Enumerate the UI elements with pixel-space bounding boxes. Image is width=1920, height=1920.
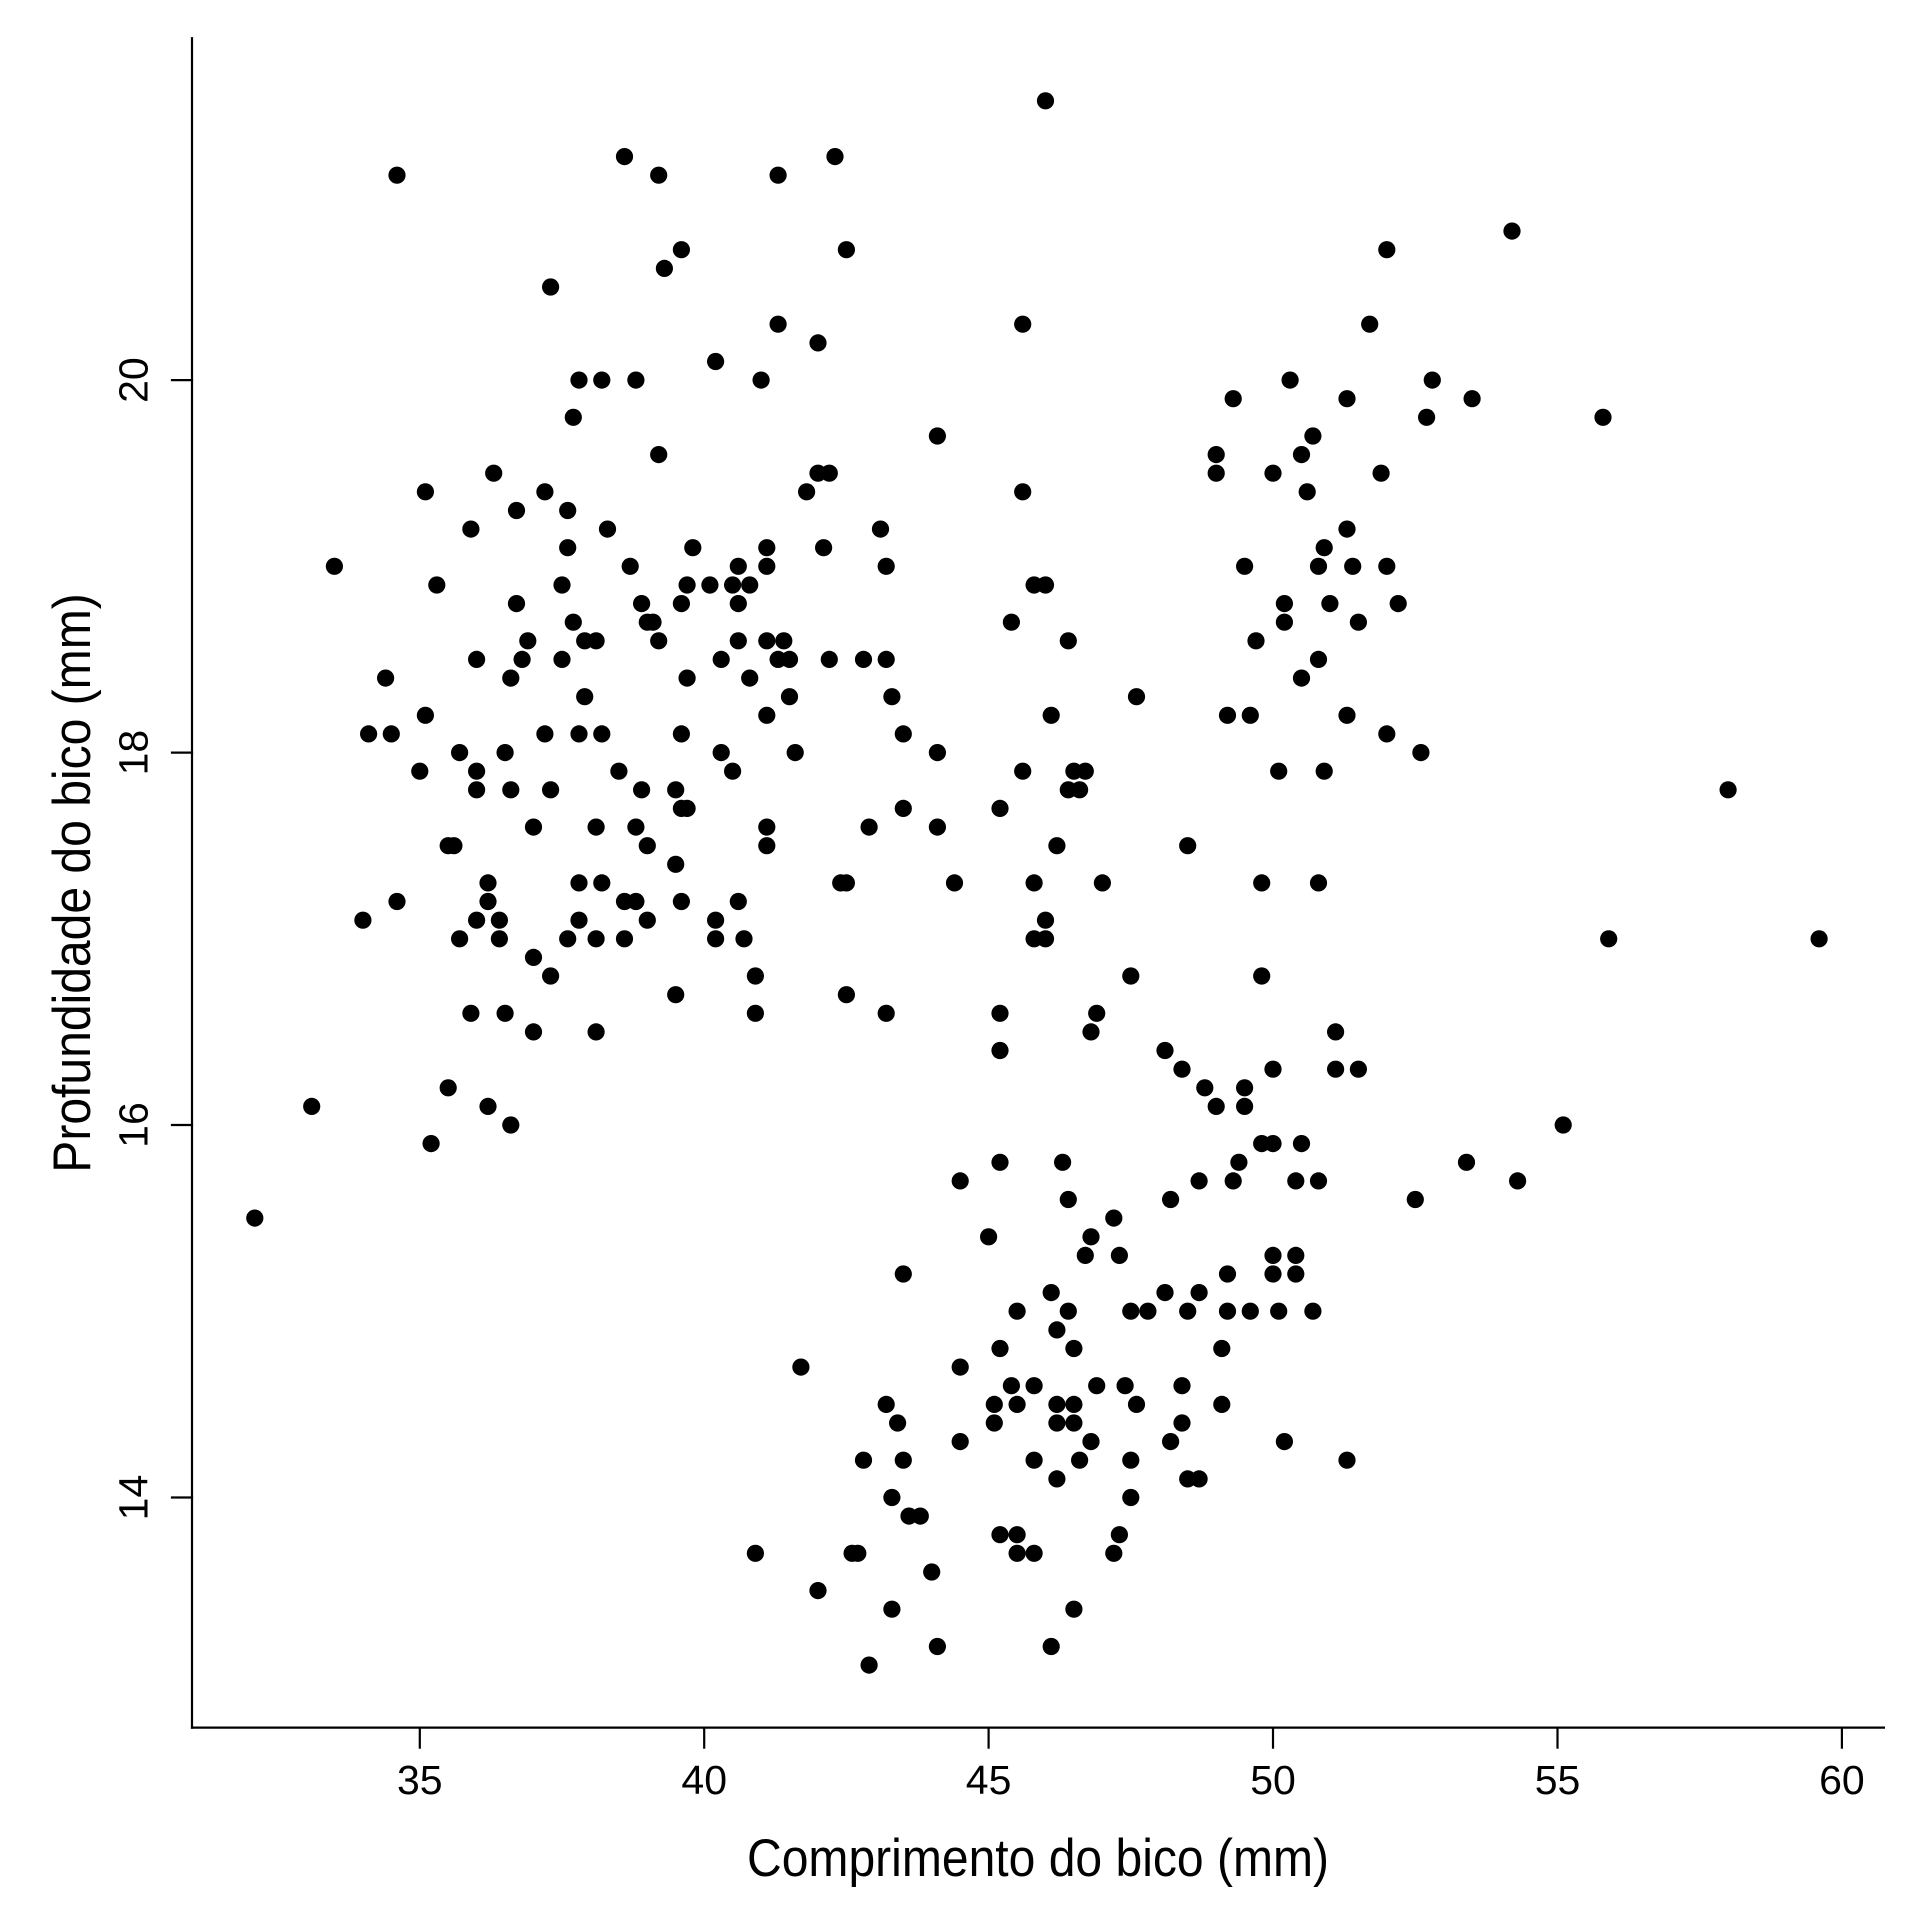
svg-text:14: 14 xyxy=(111,1475,157,1521)
svg-text:55: 55 xyxy=(1535,1757,1581,1803)
svg-text:40: 40 xyxy=(681,1757,727,1803)
svg-text:Profundidade do bico (mm): Profundidade do bico (mm) xyxy=(42,593,102,1172)
svg-text:35: 35 xyxy=(397,1757,443,1803)
svg-text:Comprimento do bico (mm): Comprimento do bico (mm) xyxy=(747,1828,1329,1888)
svg-text:16: 16 xyxy=(111,1102,157,1148)
svg-text:18: 18 xyxy=(111,730,157,776)
svg-text:60: 60 xyxy=(1819,1757,1865,1803)
svg-text:50: 50 xyxy=(1250,1757,1296,1803)
svg-text:20: 20 xyxy=(111,357,157,403)
svg-text:45: 45 xyxy=(966,1757,1012,1803)
